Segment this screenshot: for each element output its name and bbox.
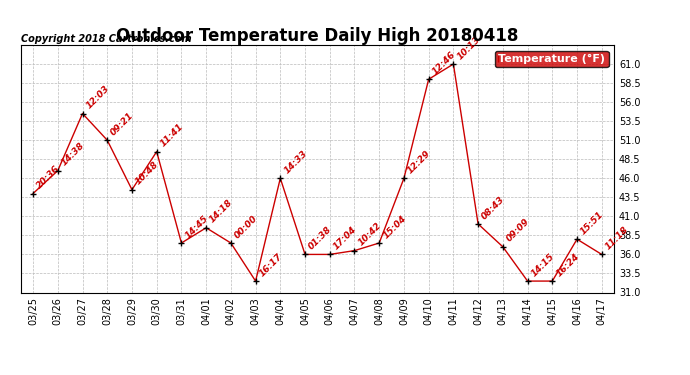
Text: 15:04: 15:04 — [381, 213, 408, 240]
Text: 14:18: 14:18 — [208, 198, 235, 225]
Text: 12:03: 12:03 — [84, 84, 111, 111]
Text: 12:29: 12:29 — [406, 148, 433, 175]
Text: 11:41: 11:41 — [159, 122, 186, 148]
Text: 15:51: 15:51 — [579, 210, 606, 236]
Text: 01:38: 01:38 — [307, 225, 334, 251]
Text: 16:17: 16:17 — [257, 251, 284, 278]
Text: 16:24: 16:24 — [554, 251, 581, 278]
Text: 10:13: 10:13 — [455, 34, 482, 61]
Text: 12:46: 12:46 — [431, 50, 457, 76]
Text: 17:04: 17:04 — [332, 225, 358, 251]
Text: 10:42: 10:42 — [357, 221, 383, 248]
Text: 14:33: 14:33 — [282, 148, 309, 175]
Text: 20:36: 20:36 — [35, 164, 61, 190]
Text: 14:45: 14:45 — [184, 213, 210, 240]
Text: 09:09: 09:09 — [505, 217, 531, 244]
Text: 00:00: 00:00 — [233, 213, 259, 240]
Text: 09:21: 09:21 — [109, 111, 136, 137]
Text: 08:43: 08:43 — [480, 194, 506, 221]
Text: 11:18: 11:18 — [604, 225, 631, 251]
Title: Outdoor Temperature Daily High 20180418: Outdoor Temperature Daily High 20180418 — [116, 27, 519, 45]
Text: 14:15: 14:15 — [529, 251, 556, 278]
Text: Copyright 2018 Cartronics.com: Copyright 2018 Cartronics.com — [21, 34, 191, 44]
Legend: Temperature (°F): Temperature (°F) — [495, 51, 609, 67]
Text: 10:48: 10:48 — [134, 160, 161, 187]
Text: 14:38: 14:38 — [60, 141, 86, 168]
